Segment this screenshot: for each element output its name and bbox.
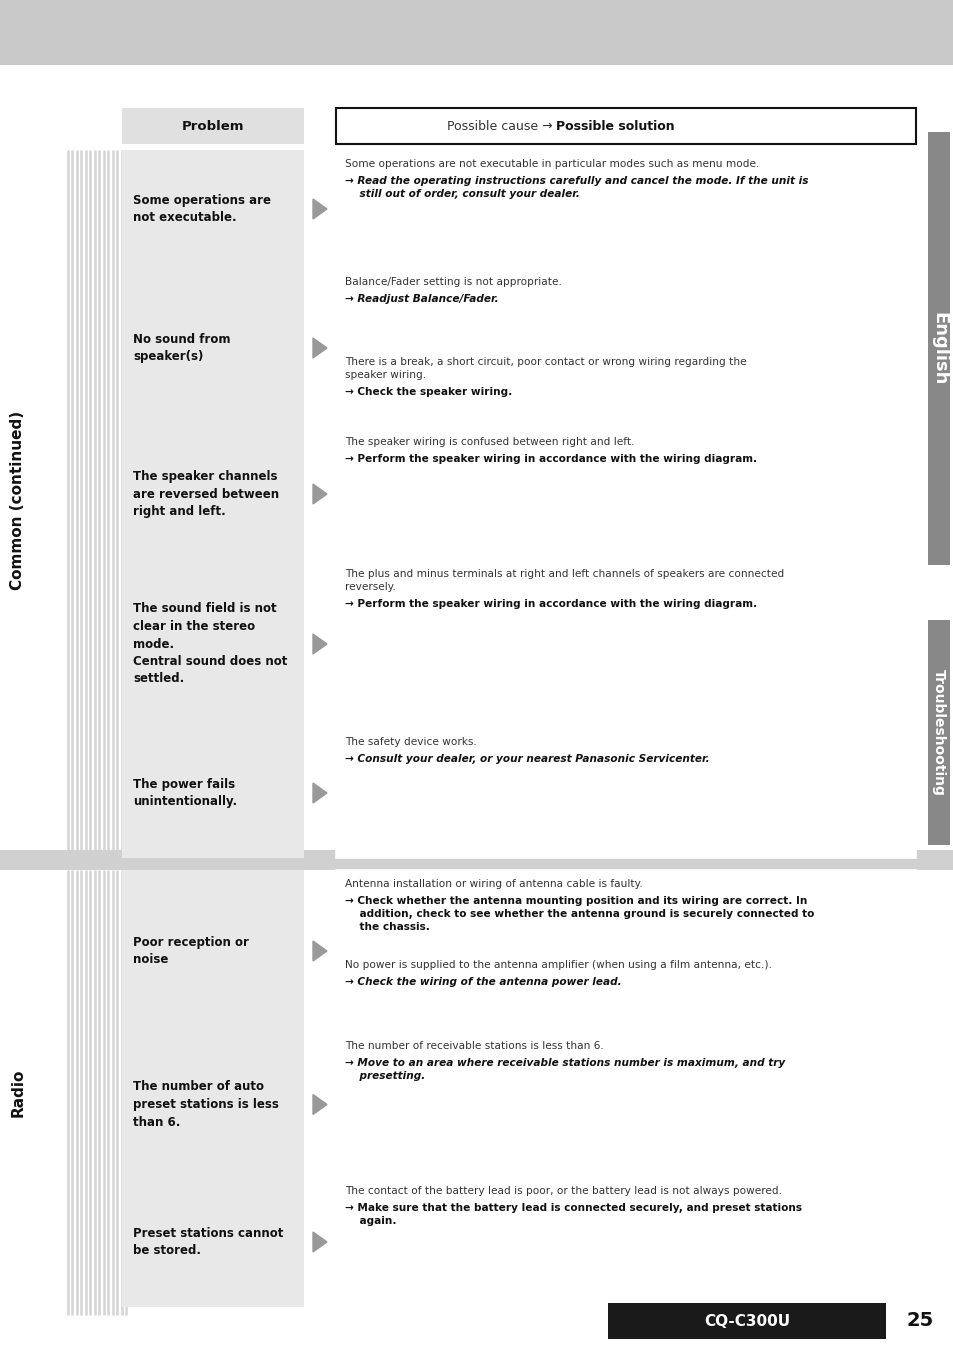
Text: → Check the speaker wiring.: → Check the speaker wiring. [345, 387, 512, 398]
Text: The speaker wiring is confused between right and left.: The speaker wiring is confused between r… [345, 437, 634, 448]
Text: The speaker channels
are reversed between
right and left.: The speaker channels are reversed betwee… [132, 470, 279, 518]
Text: No sound from
speaker(s): No sound from speaker(s) [132, 333, 231, 363]
Text: CQ-C300U: CQ-C300U [703, 1313, 789, 1329]
Text: → Perform the speaker wiring in accordance with the wiring diagram.: → Perform the speaker wiring in accordan… [345, 454, 757, 464]
Bar [335, 429, 915, 559]
Polygon shape [313, 941, 327, 961]
Text: Poor reception or
noise: Poor reception or noise [132, 936, 249, 967]
Text: The plus and minus terminals at right and left channels of speakers are connecte: The plus and minus terminals at right an… [345, 569, 783, 592]
Text: → Move to an area where receivable stations number is maximum, and try
    prese: → Move to an area where receivable stati… [345, 1058, 784, 1081]
Text: The power fails
unintentionally.: The power fails unintentionally. [132, 778, 237, 809]
Bar [335, 1177, 915, 1308]
Bar [335, 150, 915, 268]
Polygon shape [313, 200, 327, 218]
Polygon shape [313, 783, 327, 803]
Text: The number of auto
preset stations is less
than 6.: The number of auto preset stations is le… [132, 1081, 278, 1128]
Bar [122, 559, 304, 728]
Bar [122, 728, 304, 857]
Text: There is a break, a short circuit, poor contact or wrong wiring regarding the
sp: There is a break, a short circuit, poor … [345, 357, 746, 380]
Text: The safety device works.: The safety device works. [345, 737, 476, 747]
Bar [0, 0, 953, 65]
Text: → Consult your dealer, or your nearest Panasonic Servicenter.: → Consult your dealer, or your nearest P… [345, 754, 709, 764]
Bar [122, 1177, 304, 1308]
Bar [335, 268, 915, 348]
Text: The contact of the battery lead is poor, or the battery lead is not always power: The contact of the battery lead is poor,… [345, 1186, 781, 1196]
Bar [335, 869, 915, 950]
Bar [122, 869, 304, 1033]
Polygon shape [313, 338, 327, 359]
Text: → Read the operating instructions carefully and cancel the mode. If the unit is
: → Read the operating instructions carefu… [345, 177, 807, 198]
Bar [122, 429, 304, 559]
Text: → Check whether the antenna mounting position and its wiring are correct. In
   : → Check whether the antenna mounting pos… [345, 896, 814, 931]
Text: The number of receivable stations is less than 6.: The number of receivable stations is les… [345, 1041, 603, 1051]
Bar [927, 620, 949, 845]
Text: → Readjust Balance/Fader.: → Readjust Balance/Fader. [345, 294, 498, 305]
Bar [122, 150, 304, 268]
Text: The sound field is not
clear in the stereo
mode.
Central sound does not
settled.: The sound field is not clear in the ster… [132, 603, 287, 686]
Polygon shape [313, 634, 327, 654]
Bar [122, 1033, 304, 1177]
Bar [0, 851, 953, 869]
Polygon shape [313, 1095, 327, 1115]
Text: Balance/Fader setting is not appropriate.: Balance/Fader setting is not appropriate… [345, 276, 561, 287]
Text: Troubleshooting: Troubleshooting [931, 669, 945, 795]
Bar [335, 1033, 915, 1177]
Bar [335, 348, 915, 429]
Text: Problem: Problem [182, 120, 244, 132]
Polygon shape [313, 484, 327, 504]
Text: English: English [929, 311, 947, 386]
Text: 25: 25 [905, 1312, 933, 1330]
Bar [122, 108, 304, 144]
Bar [927, 132, 949, 565]
FancyBboxPatch shape [335, 108, 915, 144]
Text: Antenna installation or wiring of antenna cable is faulty.: Antenna installation or wiring of antenn… [345, 879, 642, 888]
Text: → Perform the speaker wiring in accordance with the wiring diagram.: → Perform the speaker wiring in accordan… [345, 599, 757, 609]
Bar [335, 559, 915, 728]
Polygon shape [313, 1232, 327, 1252]
Text: → Check the wiring of the antenna power lead.: → Check the wiring of the antenna power … [345, 977, 621, 987]
Text: No power is supplied to the antenna amplifier (when using a film antenna, etc.).: No power is supplied to the antenna ampl… [345, 960, 771, 971]
Text: Common (continued): Common (continued) [10, 410, 26, 589]
Text: → Make sure that the battery lead is connected securely, and preset stations
   : → Make sure that the battery lead is con… [345, 1202, 801, 1225]
Bar [122, 268, 304, 429]
Text: Radio: Radio [10, 1069, 26, 1116]
Text: Possible solution: Possible solution [556, 120, 675, 132]
Bar [607, 1304, 885, 1339]
Bar [335, 728, 915, 857]
Text: Preset stations cannot
be stored.: Preset stations cannot be stored. [132, 1227, 283, 1258]
Text: Some operations are
not executable.: Some operations are not executable. [132, 194, 271, 224]
Text: Some operations are not executable in particular modes such as menu mode.: Some operations are not executable in pa… [345, 159, 759, 168]
Bar [335, 950, 915, 1033]
Text: Possible cause →: Possible cause → [446, 120, 556, 132]
